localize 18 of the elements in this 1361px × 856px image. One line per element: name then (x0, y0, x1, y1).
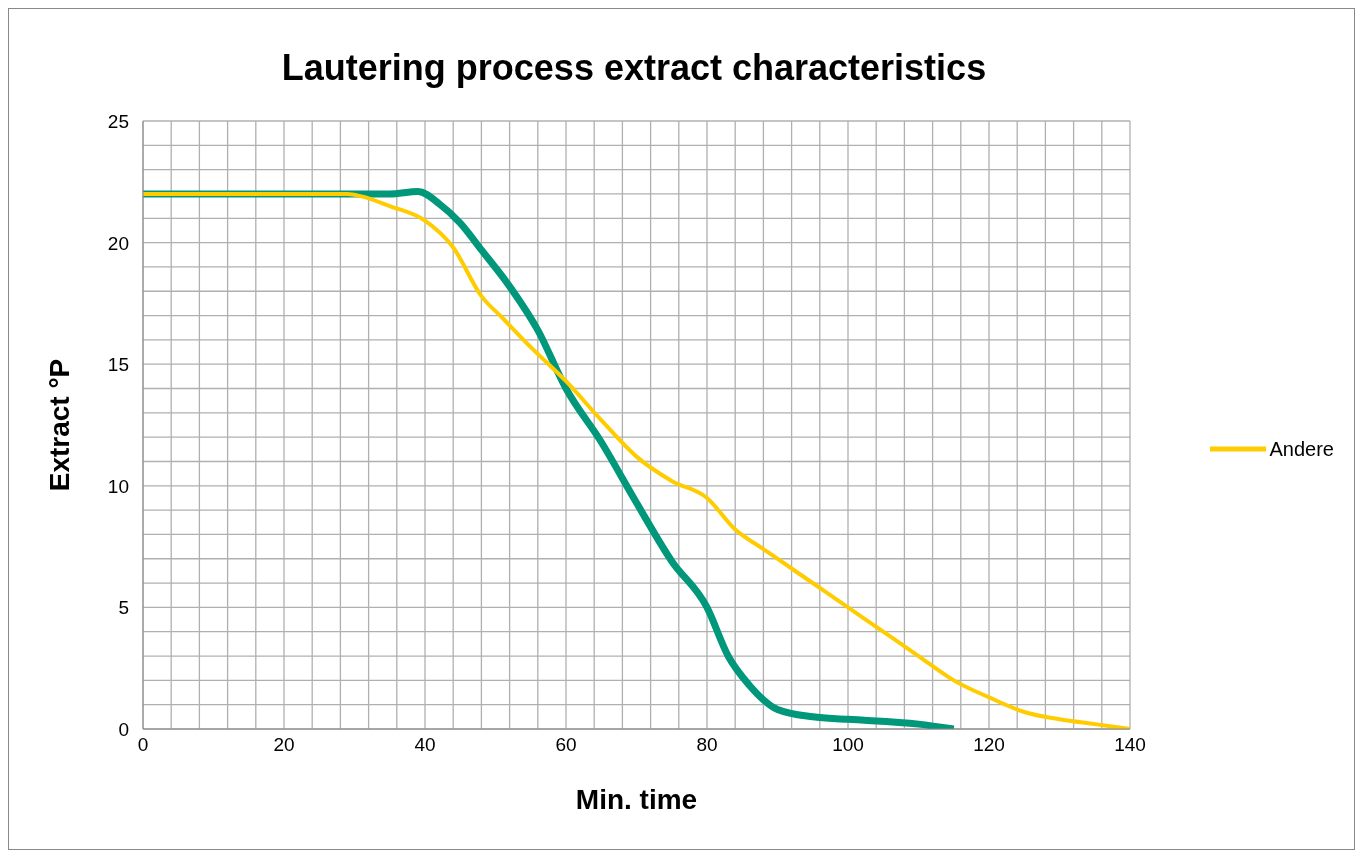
chart-title: Lautering process extract characteristics (280, 47, 988, 89)
x-tick-label: 80 (696, 734, 718, 755)
y-tick-label: 20 (107, 232, 129, 254)
x-tick-label: 120 (973, 734, 1005, 755)
y-tick-label: 25 (107, 111, 129, 132)
x-tick-label: 20 (273, 734, 295, 755)
x-tick-label: 140 (1114, 734, 1146, 755)
y-tick-label: 10 (107, 475, 129, 497)
x-tick-label: 100 (832, 734, 864, 755)
y-tick-label: 0 (118, 719, 129, 740)
x-tick-label: 60 (555, 734, 577, 755)
legend-label: Andere (1269, 437, 1334, 461)
x-axis-title: Min. time (575, 784, 698, 815)
x-tick-label: 40 (414, 734, 436, 755)
x-tick-label: 0 (137, 734, 149, 755)
y-tick-label: 15 (107, 354, 129, 376)
y-axis-title: Extract °P (43, 358, 75, 492)
y-tick-label: 5 (118, 597, 129, 619)
